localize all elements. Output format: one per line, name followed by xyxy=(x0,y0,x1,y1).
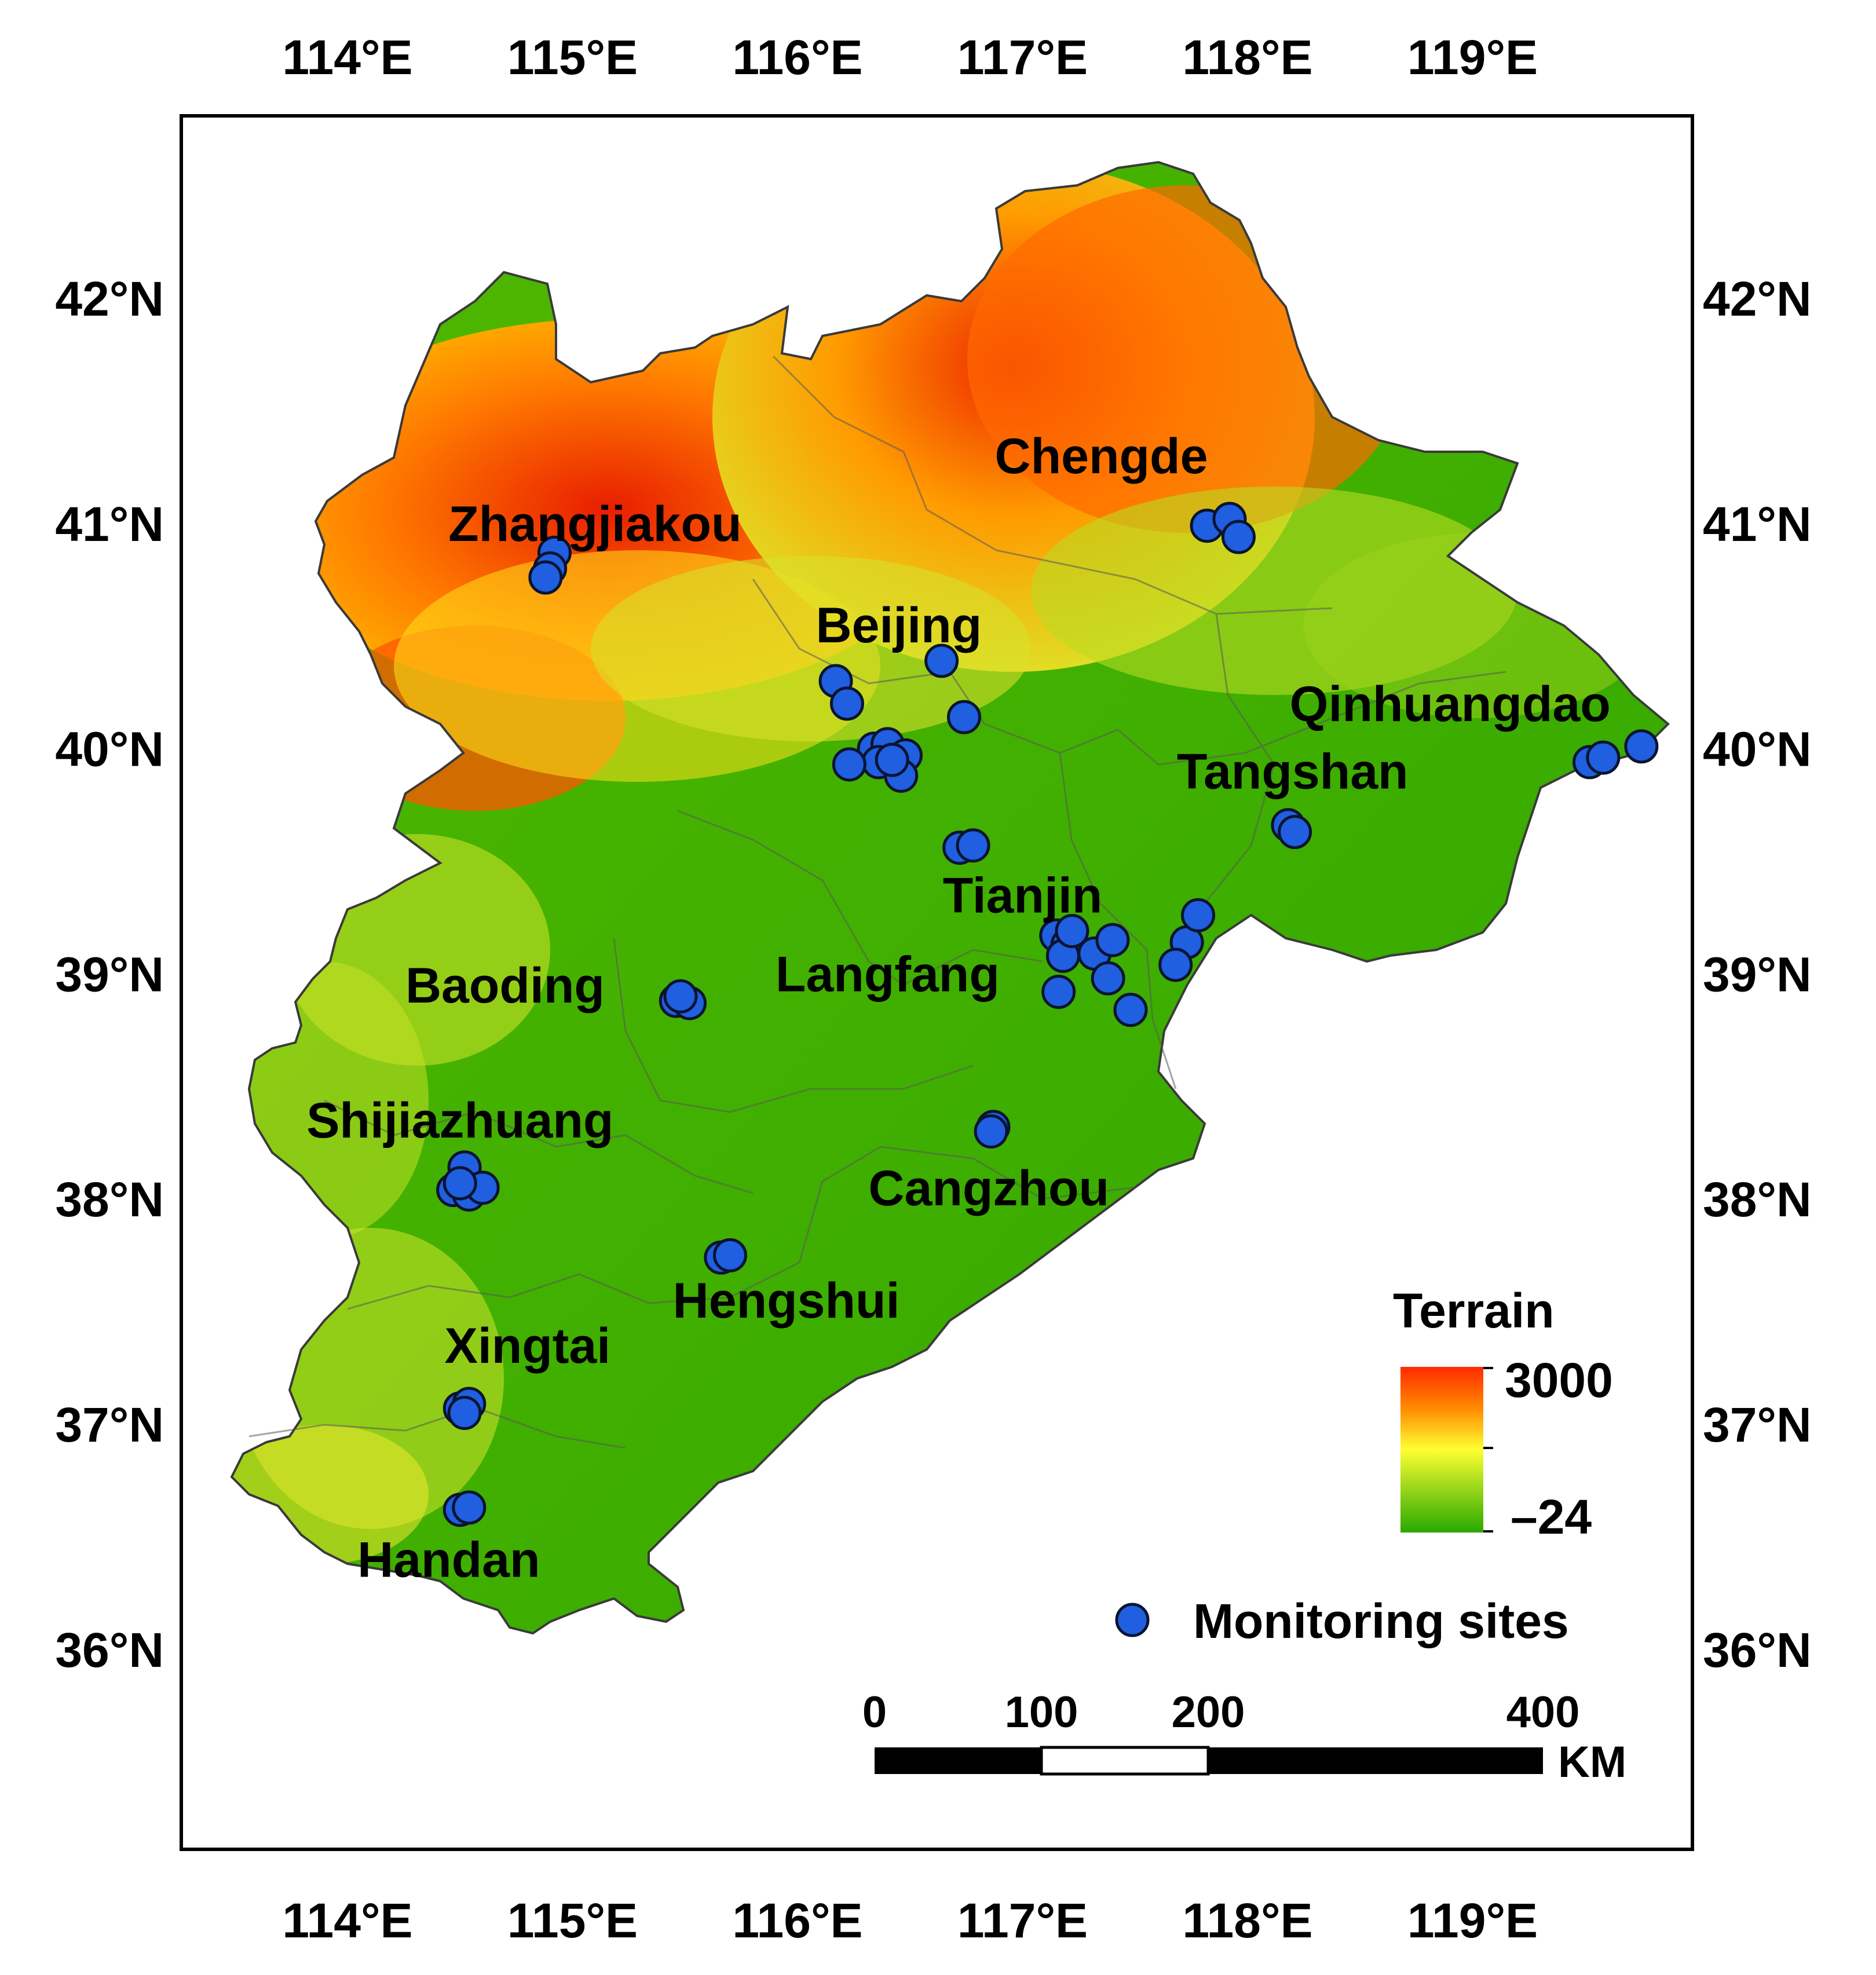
monitoring-site-marker xyxy=(1158,948,1193,982)
city-label-langfang: Langfang xyxy=(776,946,1000,1002)
scale-unit: KM xyxy=(1558,1738,1626,1787)
monitoring-site-marker xyxy=(1041,975,1076,1010)
city-label-zhangjiakou: Zhangjiakou xyxy=(448,496,741,552)
lon-tick-top: 114°E xyxy=(282,30,412,85)
region-outline xyxy=(230,160,1670,1635)
lat-tick-right: 42°N xyxy=(1703,272,1812,326)
city-label-shijiazhuang: Shijiazhuang xyxy=(306,1093,613,1149)
legend-sites-label: Monitoring sites xyxy=(1193,1594,1569,1648)
monitoring-site-marker xyxy=(974,1114,1008,1149)
city-label-hengshui: Hengshui xyxy=(673,1273,900,1329)
monitoring-site-marker xyxy=(832,747,866,782)
longitude-ticks-top: 114°E 115°E 116°E 117°E 118°E 119°E xyxy=(282,30,1538,85)
legend: Terrain 3000 –24 Monitoring sites xyxy=(1115,1283,1613,1648)
lat-tick-left: 40°N xyxy=(55,722,164,777)
monitoring-site-marker xyxy=(528,560,563,595)
monitoring-site-marker xyxy=(452,1490,487,1525)
legend-min-value: –24 xyxy=(1511,1490,1592,1544)
scale-label-100: 100 xyxy=(1005,1688,1078,1737)
city-label-chengde: Chengde xyxy=(995,429,1208,484)
monitoring-site-marker xyxy=(1181,898,1216,932)
lon-tick-bottom: 115°E xyxy=(507,1893,638,1948)
monitoring-sites-layer xyxy=(436,502,1659,1527)
monitoring-site-marker xyxy=(1624,729,1659,764)
monitoring-site-marker xyxy=(829,686,864,721)
city-label-xingtai: Xingtai xyxy=(444,1318,610,1374)
monitoring-site-marker xyxy=(1095,923,1130,957)
lat-tick-right: 40°N xyxy=(1703,722,1812,777)
scale-bar: 0 100 200 400 KM xyxy=(862,1688,1626,1787)
scale-label-200: 200 xyxy=(1172,1688,1245,1737)
county-boundaries xyxy=(248,355,1506,1449)
monitoring-site-marker xyxy=(946,700,981,734)
terrain-colorbar xyxy=(1400,1367,1483,1533)
city-label-beijing: Beijing xyxy=(816,598,982,653)
lon-tick-bottom: 118°E xyxy=(1182,1893,1312,1948)
monitoring-site-marker xyxy=(1278,814,1312,849)
monitoring-site-marker xyxy=(1221,520,1256,554)
lat-tick-left: 37°N xyxy=(55,1398,164,1452)
city-label-qinhuangdao: Qinhuangdao xyxy=(1290,676,1611,732)
longitude-ticks-bottom: 114°E 115°E 116°E 117°E 118°E 119°E xyxy=(282,1893,1538,1948)
city-label-cangzhou: Cangzhou xyxy=(868,1161,1109,1216)
lat-tick-right: 41°N xyxy=(1703,497,1812,551)
monitoring-site-marker xyxy=(447,1396,482,1431)
lon-tick-bottom: 114°E xyxy=(282,1893,412,1948)
monitoring-site-marker xyxy=(875,743,909,777)
monitoring-site-marker xyxy=(1586,740,1621,775)
lon-tick-top: 116°E xyxy=(732,30,862,85)
lon-tick-bottom: 119°E xyxy=(1407,1893,1538,1948)
lat-tick-left: 36°N xyxy=(55,1623,164,1677)
lon-tick-top: 115°E xyxy=(507,30,638,85)
monitoring-site-marker xyxy=(924,643,959,678)
lat-tick-left: 41°N xyxy=(55,497,164,551)
lat-tick-left: 38°N xyxy=(55,1172,164,1227)
monitoring-site-marker xyxy=(956,828,990,863)
lat-tick-left: 39°N xyxy=(55,947,164,1001)
scale-label-400: 400 xyxy=(1506,1688,1580,1737)
legend-title: Terrain xyxy=(1393,1283,1555,1338)
lon-tick-bottom: 117°E xyxy=(957,1893,1088,1948)
legend-max-value: 3000 xyxy=(1505,1353,1613,1407)
scale-label-0: 0 xyxy=(862,1688,887,1737)
latitude-ticks-left: 42°N 41°N 40°N 39°N 38°N 37°N 36°N xyxy=(55,272,164,1677)
monitoring-site-marker xyxy=(1113,993,1148,1027)
monitoring-site-marker xyxy=(1055,914,1089,949)
city-labels: Zhangjiakou Chengde Beijing Qinhuangdao Tang… xyxy=(306,429,1611,1588)
legend-site-marker xyxy=(1115,1603,1150,1637)
lon-tick-top: 119°E xyxy=(1407,30,1538,85)
city-label-tangshan: Tangshan xyxy=(1177,744,1409,799)
lon-tick-bottom: 116°E xyxy=(732,1893,862,1948)
city-label-tianjin: Tianjin xyxy=(943,868,1103,923)
lat-tick-right: 36°N xyxy=(1703,1623,1812,1677)
lat-tick-left: 42°N xyxy=(55,272,164,326)
latitude-ticks-right: 42°N 41°N 40°N 39°N 38°N 37°N 36°N xyxy=(1703,272,1812,1677)
lat-tick-right: 39°N xyxy=(1703,947,1812,1001)
monitoring-site-marker xyxy=(443,1166,477,1201)
lat-tick-right: 38°N xyxy=(1703,1172,1812,1227)
lat-tick-right: 37°N xyxy=(1703,1398,1812,1452)
monitoring-site-marker xyxy=(712,1238,747,1272)
monitoring-site-marker xyxy=(663,979,698,1014)
lon-tick-top: 117°E xyxy=(957,30,1088,85)
city-label-handan: Handan xyxy=(357,1532,540,1588)
monitoring-site-marker xyxy=(1091,961,1125,996)
city-label-baoding: Baoding xyxy=(405,958,605,1014)
lon-tick-top: 118°E xyxy=(1182,30,1312,85)
